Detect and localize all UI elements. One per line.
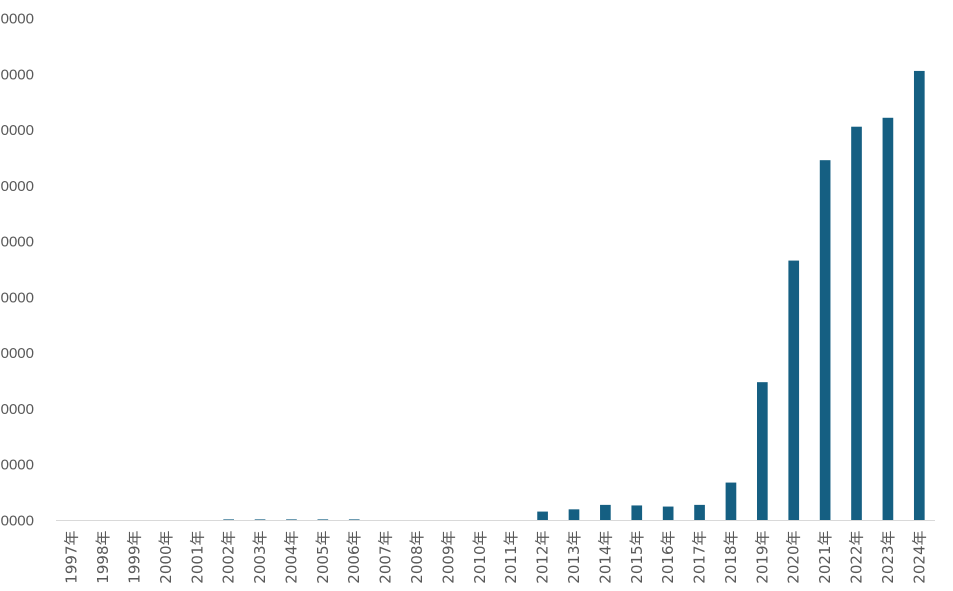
x-tick-label: 2014年 — [596, 531, 614, 584]
y-tick-label: 0000 — [1, 122, 34, 139]
x-tick-label: 2008年 — [408, 531, 426, 584]
x-tick-label: 2003年 — [251, 531, 269, 584]
x-tick-label: 2002年 — [220, 531, 238, 584]
y-tick-label: 0000 — [1, 66, 34, 83]
x-tick-label: 2024年 — [910, 531, 928, 584]
x-tick-label: 2011年 — [502, 531, 520, 584]
bar-2013年 — [568, 509, 580, 521]
y-tick-label: 0000 — [1, 457, 34, 474]
x-tick-label: 1997年 — [63, 531, 81, 584]
x-tick-label: 2012年 — [534, 531, 552, 584]
x-tick-label: 2006年 — [345, 531, 363, 584]
bar-2020年 — [788, 260, 800, 521]
y-tick-label: 0000 — [1, 11, 34, 28]
y-axis-ticks: 0000 0000 0000 0000 0000 0000 0000 0000 0000 0000 — [1, 11, 34, 530]
x-tick-label: 2017年 — [691, 531, 709, 584]
bar-2023年 — [882, 117, 894, 521]
y-tick-label: 0000 — [1, 345, 34, 362]
x-tick-label: 2021年 — [816, 531, 834, 584]
bar-2018年 — [725, 482, 737, 521]
bar-2017年 — [694, 504, 705, 521]
x-tick-label: 2005年 — [314, 531, 332, 584]
x-tick-label: 2013年 — [565, 531, 583, 584]
bar-2022年 — [851, 126, 862, 521]
x-tick-label: 2016年 — [659, 531, 677, 584]
y-tick-label: 0000 — [1, 513, 34, 530]
bar-2002年 — [223, 519, 234, 521]
x-tick-label: 2020年 — [785, 531, 803, 584]
y-tick-label: 0000 — [1, 178, 34, 195]
x-tick-label: 2001年 — [188, 531, 206, 584]
y-tick-label: 0000 — [1, 289, 34, 306]
bar-2012年 — [537, 511, 548, 521]
bar-2004年 — [286, 519, 297, 521]
y-tick-label: 0000 — [1, 401, 34, 418]
x-tick-label: 2018年 — [722, 531, 740, 584]
x-tick-label: 2010年 — [471, 531, 489, 584]
x-axis-ticks: 1997年 1998年 1999年 2000年 2001年 2002年 2003年 2004年… — [63, 531, 929, 584]
bar-2005年 — [317, 519, 329, 521]
x-tick-label: 2019年 — [753, 531, 771, 584]
bar-2014年 — [600, 504, 611, 521]
bars — [223, 70, 925, 521]
x-tick-label: 2015年 — [628, 531, 646, 584]
bar-2024年 — [913, 70, 925, 521]
x-tick-label: 1999年 — [125, 531, 143, 584]
bar-2006年 — [348, 519, 360, 521]
y-tick-label: 0000 — [1, 234, 34, 251]
bar-2003年 — [254, 519, 266, 521]
bar-2019年 — [757, 382, 768, 521]
bar-2015年 — [631, 505, 643, 521]
x-tick-label: 2000年 — [157, 531, 175, 584]
bar-2021年 — [819, 160, 831, 521]
bar-2016年 — [662, 506, 674, 521]
x-tick-label: 2023年 — [879, 531, 897, 584]
x-tick-label: 2004年 — [282, 531, 300, 584]
x-tick-label: 2022年 — [848, 531, 866, 584]
x-tick-label: 2009年 — [439, 531, 457, 584]
x-tick-label: 2007年 — [377, 531, 395, 584]
x-tick-label: 1998年 — [94, 531, 112, 584]
